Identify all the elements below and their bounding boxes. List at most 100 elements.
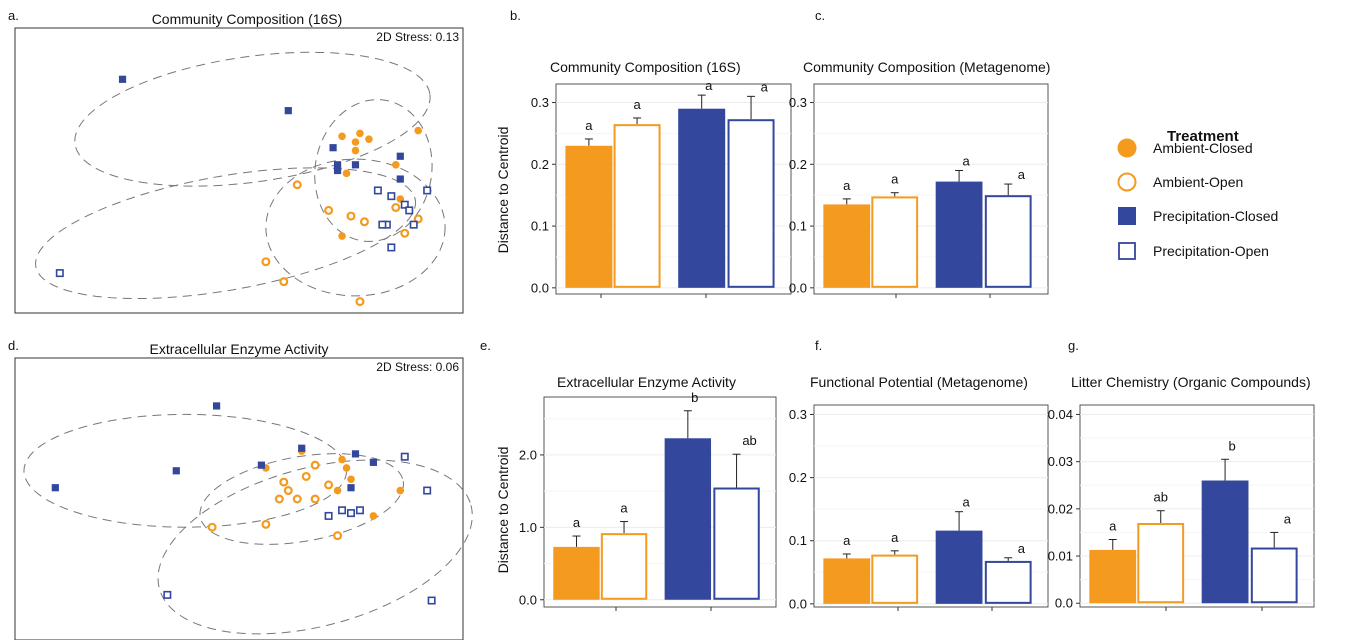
y-tick-label: 1.0: [519, 520, 537, 535]
y-tick-label: 0.1: [531, 219, 549, 234]
point-ambient-closed: [396, 486, 405, 495]
point-ambient-closed: [351, 138, 360, 146]
point-ambient-open: [333, 531, 343, 541]
point-ambient-open: [355, 297, 365, 307]
chart-title: Litter Chemistry (Organic Compounds): [1071, 374, 1311, 390]
point-ambient-open: [391, 203, 401, 213]
panel-label: e.: [480, 338, 491, 353]
point-precipitation-closed: [329, 144, 337, 152]
y-tick-label: 0.3: [789, 407, 807, 422]
y-tick-label: 0.01: [1048, 549, 1073, 564]
significance-letter: a: [1284, 511, 1292, 526]
bar-ambient-closed: [823, 558, 871, 604]
plot-frame: [14, 27, 464, 314]
panel-label: d.: [8, 338, 19, 353]
point-precipitation-closed: [284, 107, 292, 115]
significance-letter: a: [962, 153, 970, 168]
significance-letter: a: [761, 79, 769, 94]
panel-label: g.: [1068, 338, 1079, 353]
point-precipitation-open: [355, 506, 364, 515]
bar-precipitation-closed: [935, 181, 983, 288]
y-tick-label: 0.0: [519, 592, 537, 607]
legend-item-label: Ambient-Open: [1153, 174, 1243, 190]
chart-title: Extracellular Enzyme Activity: [557, 374, 736, 390]
y-tick-label: 2.0: [519, 447, 537, 462]
significance-letter: a: [1018, 541, 1026, 556]
significance-letter: b: [1228, 438, 1235, 453]
point-ambient-open: [346, 211, 356, 221]
point-precipitation-open: [409, 220, 418, 229]
bar-ambient-open: [613, 124, 661, 288]
bar-ambient-closed: [553, 546, 600, 600]
point-ambient-closed: [369, 512, 378, 520]
y-tick-label: 0.0: [789, 280, 807, 295]
point-precipitation-open: [55, 269, 64, 278]
significance-letter: a: [1018, 167, 1026, 182]
y-tick-label: 0.3: [531, 95, 549, 110]
stress-label: 2D Stress: 0.13: [376, 30, 459, 44]
group-ellipse: [199, 453, 404, 545]
group-ellipse: [314, 99, 433, 242]
point-precipitation-open: [423, 186, 432, 195]
point-precipitation-open: [346, 509, 355, 518]
chart-title: Extracellular Enzyme Activity: [150, 341, 329, 357]
panel-label: f.: [815, 338, 822, 353]
point-ambient-open: [310, 460, 320, 470]
point-precipitation-open: [373, 186, 382, 195]
group-ellipse: [35, 167, 417, 300]
bar-precipitation-closed: [935, 530, 983, 604]
point-ambient-open: [310, 494, 320, 504]
panel-label: c.: [815, 8, 825, 23]
significance-letter: a: [962, 495, 970, 510]
y-tick-label: 0.2: [789, 157, 807, 172]
point-ambient-open: [279, 277, 289, 287]
point-precipitation-open: [387, 192, 396, 201]
point-precipitation-closed: [347, 484, 355, 492]
significance-letter: a: [1109, 519, 1117, 534]
bar-ambient-open: [1137, 522, 1185, 604]
point-ambient-closed: [338, 232, 346, 240]
point-ambient-open: [292, 180, 302, 190]
chart-title: Community Composition (16S): [550, 59, 741, 75]
point-ambient-open: [279, 477, 289, 487]
bar-ambient-open: [871, 196, 919, 288]
legend-marker-ambient-open: [1117, 172, 1137, 192]
chart-title: Community Composition (16S): [152, 11, 343, 27]
bar-precipitation-open: [984, 560, 1032, 604]
point-precipitation-closed: [333, 166, 342, 175]
point-precipitation-open: [338, 506, 347, 515]
point-ambient-closed: [347, 475, 355, 484]
point-precipitation-open: [405, 206, 414, 215]
bar-precipitation-closed: [664, 438, 712, 600]
point-precipitation-closed: [51, 484, 59, 492]
point-precipitation-closed: [257, 461, 265, 469]
y-tick-label: 0.0: [789, 596, 807, 611]
y-tick-label: 0.2: [789, 470, 807, 485]
point-ambient-closed: [356, 129, 364, 138]
point-ambient-open: [283, 486, 293, 496]
significance-letter: a: [573, 515, 581, 530]
bar-precipitation-open: [713, 487, 760, 600]
point-ambient-closed: [333, 486, 342, 495]
group-ellipse: [157, 459, 473, 635]
point-precipitation-open: [400, 200, 409, 209]
bar-ambient-open: [600, 533, 648, 600]
point-ambient-closed: [392, 161, 400, 169]
point-precipitation-closed: [351, 161, 360, 169]
point-ambient-closed: [338, 455, 346, 464]
point-ambient-open: [301, 471, 311, 481]
point-ambient-open: [261, 257, 271, 267]
point-ambient-closed: [342, 169, 351, 178]
point-ambient-closed: [351, 146, 360, 155]
y-tick-label: 0.0: [531, 280, 549, 295]
point-ambient-open: [324, 480, 334, 490]
point-precipitation-open: [163, 590, 172, 599]
point-ambient-open: [274, 494, 284, 504]
point-ambient-closed: [414, 126, 423, 135]
legend-item-label: Precipitation-Open: [1153, 243, 1269, 259]
y-tick-label: 0.0: [1055, 596, 1073, 611]
y-axis-label: Distance to Centroid: [495, 127, 511, 254]
legend-marker-ambient-closed: [1117, 138, 1137, 158]
significance-letter: ab: [742, 433, 756, 448]
point-precipitation-closed: [369, 458, 377, 466]
